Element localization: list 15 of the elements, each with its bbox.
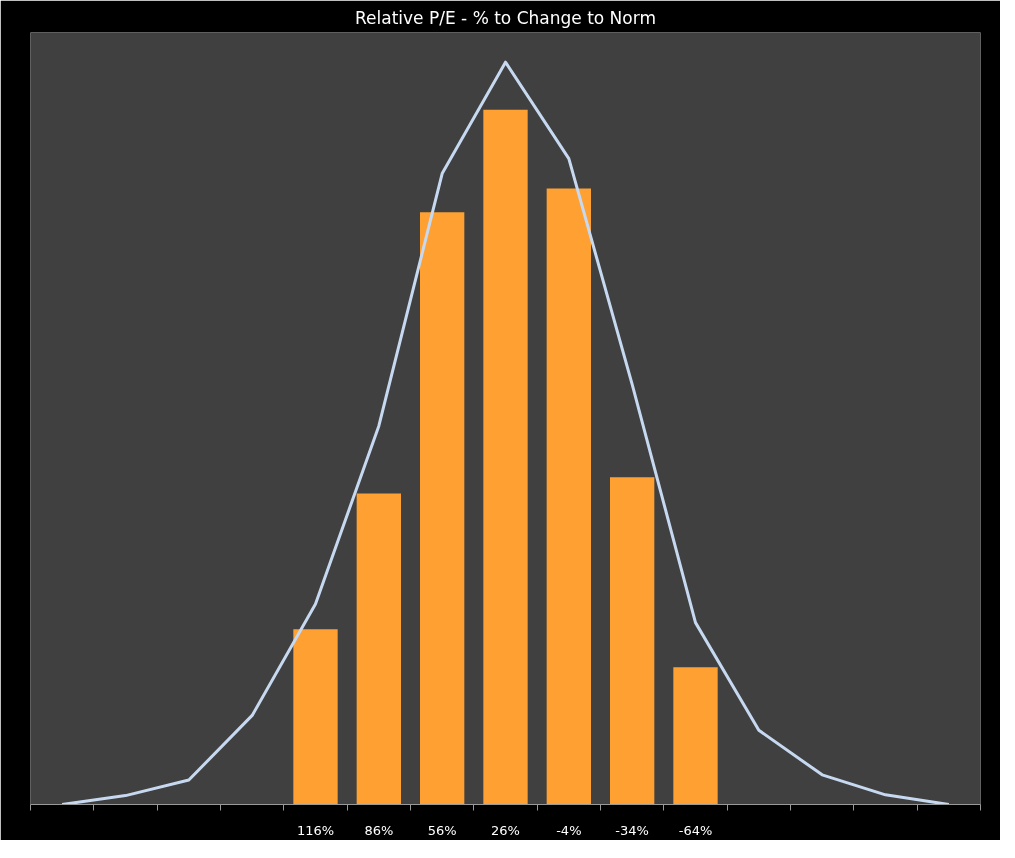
chart-title: Relative P/E - % to Change to Norm — [355, 7, 656, 28]
x-tick-label: 56% — [427, 822, 457, 838]
x-tick-label: 86% — [364, 822, 394, 838]
bar — [356, 493, 401, 805]
x-tick-label: -34% — [615, 822, 649, 838]
x-tick-label: -4% — [556, 822, 582, 838]
bar — [546, 188, 591, 805]
bar — [610, 477, 655, 805]
x-tick-label: -64% — [678, 822, 713, 838]
bar — [673, 667, 718, 805]
bar — [483, 109, 528, 805]
x-tick-label: 116% — [296, 822, 335, 838]
bar — [293, 629, 338, 805]
bar — [420, 212, 465, 805]
x-tick-label: 26% — [491, 822, 520, 838]
